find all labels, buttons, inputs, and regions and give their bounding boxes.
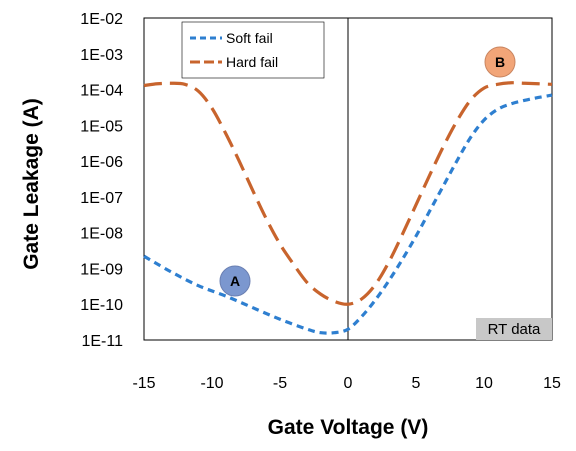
annotation-b: B (484, 46, 516, 78)
y-tick-label: 1E-04 (80, 83, 123, 100)
x-tick-label: -15 (132, 375, 155, 392)
rt-data-note: RT data (476, 318, 552, 340)
annotation-b-label: B (495, 54, 505, 70)
y-tick-label: 1E-11 (81, 333, 123, 350)
series-line-soft-fail (143, 93, 553, 335)
legend-box (181, 21, 325, 79)
legend-hard-fail-label: Hard fail (226, 54, 278, 70)
annotation-a: A (219, 265, 251, 297)
x-tick-label: -5 (273, 375, 287, 392)
x-tick-label: 5 (412, 375, 421, 392)
y-tick-label: 1E-08 (80, 226, 123, 243)
y-axis-label: Gate Leakage (A) (20, 98, 43, 270)
annotation-a-circle (219, 265, 251, 297)
x-axis-label: Gate Voltage (V) (268, 416, 429, 439)
rt-data-box (476, 318, 552, 340)
series-line-hard-fail (143, 81, 553, 306)
x-axis-ticks: -15 -10 -5 0 5 10 15 (132, 375, 561, 392)
y-tick-label: 1E-02 (80, 11, 123, 28)
y-axis-ticks: 1E-11 1E-10 1E-09 1E-08 1E-07 1E-06 1E-05 1E-04… (80, 11, 123, 350)
x-tick-label: -10 (200, 375, 223, 392)
x-tick-label: 15 (543, 375, 561, 392)
rt-data-label: RT data (488, 321, 541, 338)
y-tick-label: 1E-03 (80, 47, 123, 64)
annotation-b-circle (484, 46, 516, 78)
y-tick-label: 1E-10 (80, 297, 123, 314)
y-tick-label: 1E-05 (80, 118, 123, 135)
x-tick-label: 10 (475, 375, 493, 392)
series-layer (143, 81, 553, 335)
legend: Soft fail Hard fail (181, 21, 325, 79)
y-tick-label: 1E-07 (80, 190, 123, 207)
y-tick-label: 1E-09 (80, 261, 123, 278)
x-tick-label: 0 (344, 375, 353, 392)
annotation-a-label: A (230, 273, 240, 289)
legend-soft-fail-label: Soft fail (226, 30, 273, 46)
y-tick-label: 1E-06 (80, 154, 123, 171)
